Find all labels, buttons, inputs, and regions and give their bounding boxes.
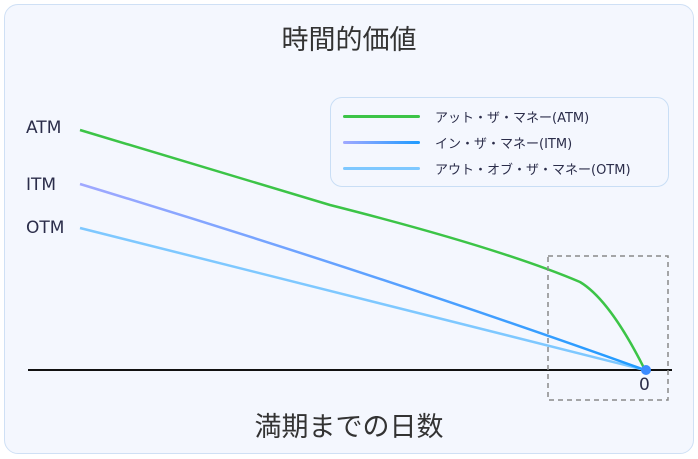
diagram-card [4, 4, 694, 454]
legend-label-itm: イン・ザ・マネー(ITM) [435, 136, 573, 152]
legend-item-atm: アット・ザ・マネー(ATM) [343, 106, 589, 126]
legend: アット・ザ・マネー(ATM) イン・ザ・マネー(ITM) アウト・オブ・ザ・マネ… [330, 97, 669, 187]
expiry-highlight-box [547, 255, 669, 401]
x-axis-label: 満期までの日数 [254, 412, 444, 443]
legend-swatch-itm [343, 140, 420, 144]
legend-label-atm: アット・ザ・マネー(ATM) [435, 110, 590, 126]
atm-curve [79, 128, 647, 371]
legend-swatch-otm [343, 166, 420, 170]
legend-swatch-atm [343, 114, 420, 118]
legend-item-itm: イン・ザ・マネー(ITM) [343, 132, 572, 152]
itm-curve [79, 182, 646, 372]
legend-label-otm: アウト・オブ・ザ・マネー(OTM) [435, 162, 631, 178]
atm-line-label: ATM [26, 118, 62, 138]
itm-line-label: ITM [26, 175, 57, 195]
x-tick-zero: 0 [639, 375, 650, 395]
otm-line-label: OTM [26, 218, 65, 238]
otm-curve [79, 226, 646, 372]
legend-item-otm: アウト・オブ・ザ・マネー(OTM) [343, 158, 631, 178]
diagram-title: 時間的価値 [281, 25, 417, 56]
expiry-point [641, 365, 651, 375]
